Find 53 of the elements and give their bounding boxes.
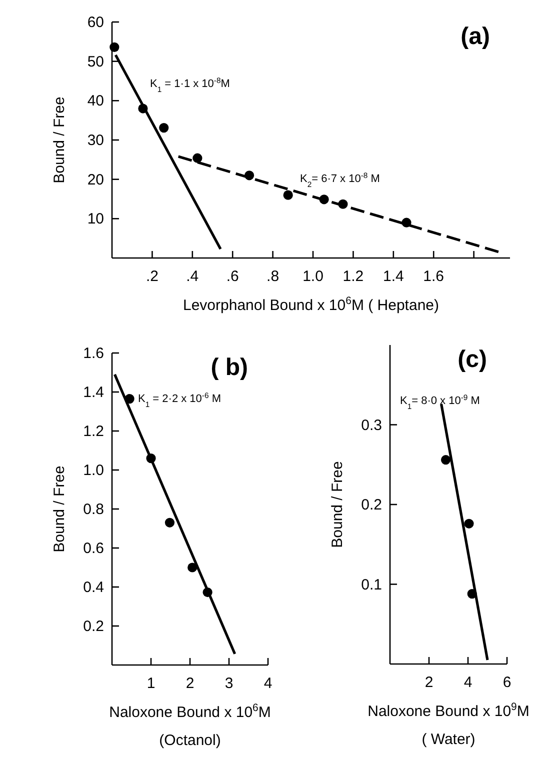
y-tick-label: 50 bbox=[87, 53, 104, 70]
chart-title: (a) bbox=[460, 23, 490, 50]
x-tick-label: 1.2 bbox=[342, 268, 364, 285]
point bbox=[283, 190, 293, 200]
y-tick-label: 1.2 bbox=[83, 423, 104, 440]
y-tick-label: 0.2 bbox=[83, 618, 104, 635]
point bbox=[110, 42, 120, 52]
y-tick-label: 0.3 bbox=[361, 416, 382, 434]
y-tick-label: 1.0 bbox=[83, 462, 104, 479]
annotation: K$_{2}$= 6·7 x 10$^{-8}$ M bbox=[300, 170, 380, 188]
x-tick-label: 1.0 bbox=[302, 268, 324, 285]
x-tick-label: 1.4 bbox=[382, 268, 404, 285]
x-tick-label: 4 bbox=[464, 674, 472, 691]
x-tick-label: 1 bbox=[146, 675, 156, 692]
chart-title: (c) bbox=[458, 346, 487, 373]
y-tick-label: 0.6 bbox=[83, 540, 104, 557]
y-tick-label: 1.4 bbox=[83, 384, 104, 401]
x-tick-label: 4 bbox=[264, 675, 272, 692]
point bbox=[440, 455, 451, 465]
y-tick-label: 20 bbox=[87, 171, 104, 188]
x-tick-label: .6 bbox=[226, 268, 239, 285]
annotation: K$_{1}$ = 1·1 x 10$^{-8}$M bbox=[150, 76, 230, 94]
annotation: K$_{1}$= 8·0 x 10$^{-9}$ M bbox=[400, 392, 480, 410]
x-tick-label: 1.6 bbox=[423, 268, 444, 285]
point bbox=[464, 518, 474, 528]
y-tick-label: 0.1 bbox=[361, 576, 382, 594]
x-tick-label: 3 bbox=[224, 675, 234, 692]
annotation: K$_{1}$ = 2·2 x 10$^{-6}$ M bbox=[138, 390, 221, 408]
y-tick-label: 10 bbox=[87, 210, 104, 228]
y-tick-label: 1.6 bbox=[83, 345, 104, 362]
point bbox=[188, 562, 198, 572]
y-tick-label: 40 bbox=[87, 92, 104, 110]
x-tick-label: 2 bbox=[424, 674, 434, 691]
y-tick-label: 60 bbox=[87, 14, 104, 31]
x-axis-title: Levorphanol Bound x 10$^{6}$M ( Heptane) bbox=[182, 295, 440, 314]
x-tick-label: .4 bbox=[186, 268, 199, 285]
chart-title: ( b) bbox=[210, 354, 248, 381]
point bbox=[192, 153, 202, 163]
x-tick-label: .2 bbox=[146, 268, 158, 285]
y-tick-label: 30 bbox=[87, 132, 104, 149]
y-axis-title: Bound / Free bbox=[51, 466, 68, 552]
point bbox=[159, 123, 169, 133]
y-tick-label: 0.4 bbox=[83, 579, 104, 596]
x-tick-label: 2 bbox=[186, 675, 194, 692]
text: Naloxone Bound x 10$^{9}$M ( Water) bbox=[368, 701, 530, 748]
x-tick-label: 6 bbox=[502, 674, 512, 691]
y-axis-title: Bound / Free bbox=[329, 461, 346, 548]
text: Naloxone Bound x 10$^{6}$M (Octanol) bbox=[109, 702, 271, 749]
point bbox=[164, 518, 175, 528]
y-tick-label: 0.8 bbox=[83, 501, 104, 518]
x-tick-label: .8 bbox=[266, 268, 280, 285]
y-tick-label: 0.2 bbox=[361, 496, 382, 514]
y-axis-title: Bound / Free bbox=[51, 96, 68, 184]
